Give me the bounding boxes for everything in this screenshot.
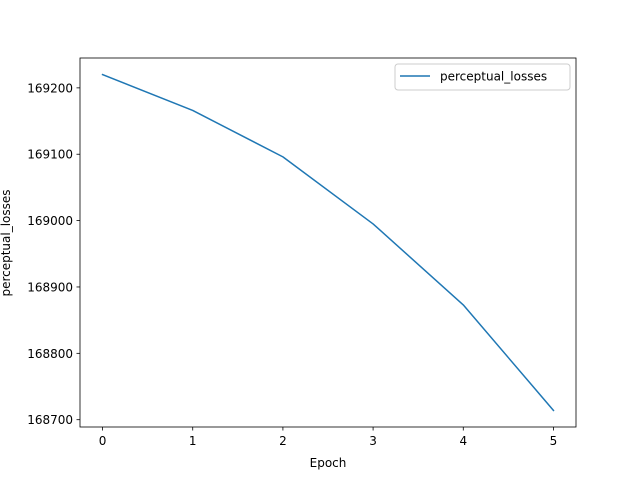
plot-area bbox=[80, 58, 576, 427]
series-layer bbox=[101, 73, 555, 412]
y-axis-ticks: 168700 168800 168900 169000 169100 169200 bbox=[27, 81, 80, 427]
legend-box bbox=[394, 63, 571, 91]
y-tick-label: 168700 bbox=[27, 413, 73, 427]
x-axis-label: Epoch bbox=[310, 456, 347, 470]
legend-label: perceptual_losses bbox=[440, 70, 547, 84]
y-tick-label: 168800 bbox=[27, 347, 73, 361]
x-tick-label: 3 bbox=[369, 434, 377, 448]
axes-frame bbox=[79, 57, 577, 428]
legend: perceptual_losses bbox=[394, 63, 571, 91]
x-axis-ticks: 0 1 2 3 4 5 bbox=[99, 427, 558, 448]
series-line bbox=[101, 73, 555, 412]
x-tick-label: 4 bbox=[459, 434, 467, 448]
y-tick-label: 169000 bbox=[27, 214, 73, 228]
y-axis-label: perceptual_losses bbox=[0, 189, 13, 296]
y-tick-label: 169100 bbox=[27, 148, 73, 162]
x-tick-label: 0 bbox=[99, 434, 107, 448]
x-tick-label: 2 bbox=[279, 434, 287, 448]
x-tick-label: 5 bbox=[550, 434, 558, 448]
y-tick-label: 169200 bbox=[27, 81, 73, 95]
x-tick-label: 1 bbox=[189, 434, 197, 448]
y-tick-label: 168900 bbox=[27, 280, 73, 294]
